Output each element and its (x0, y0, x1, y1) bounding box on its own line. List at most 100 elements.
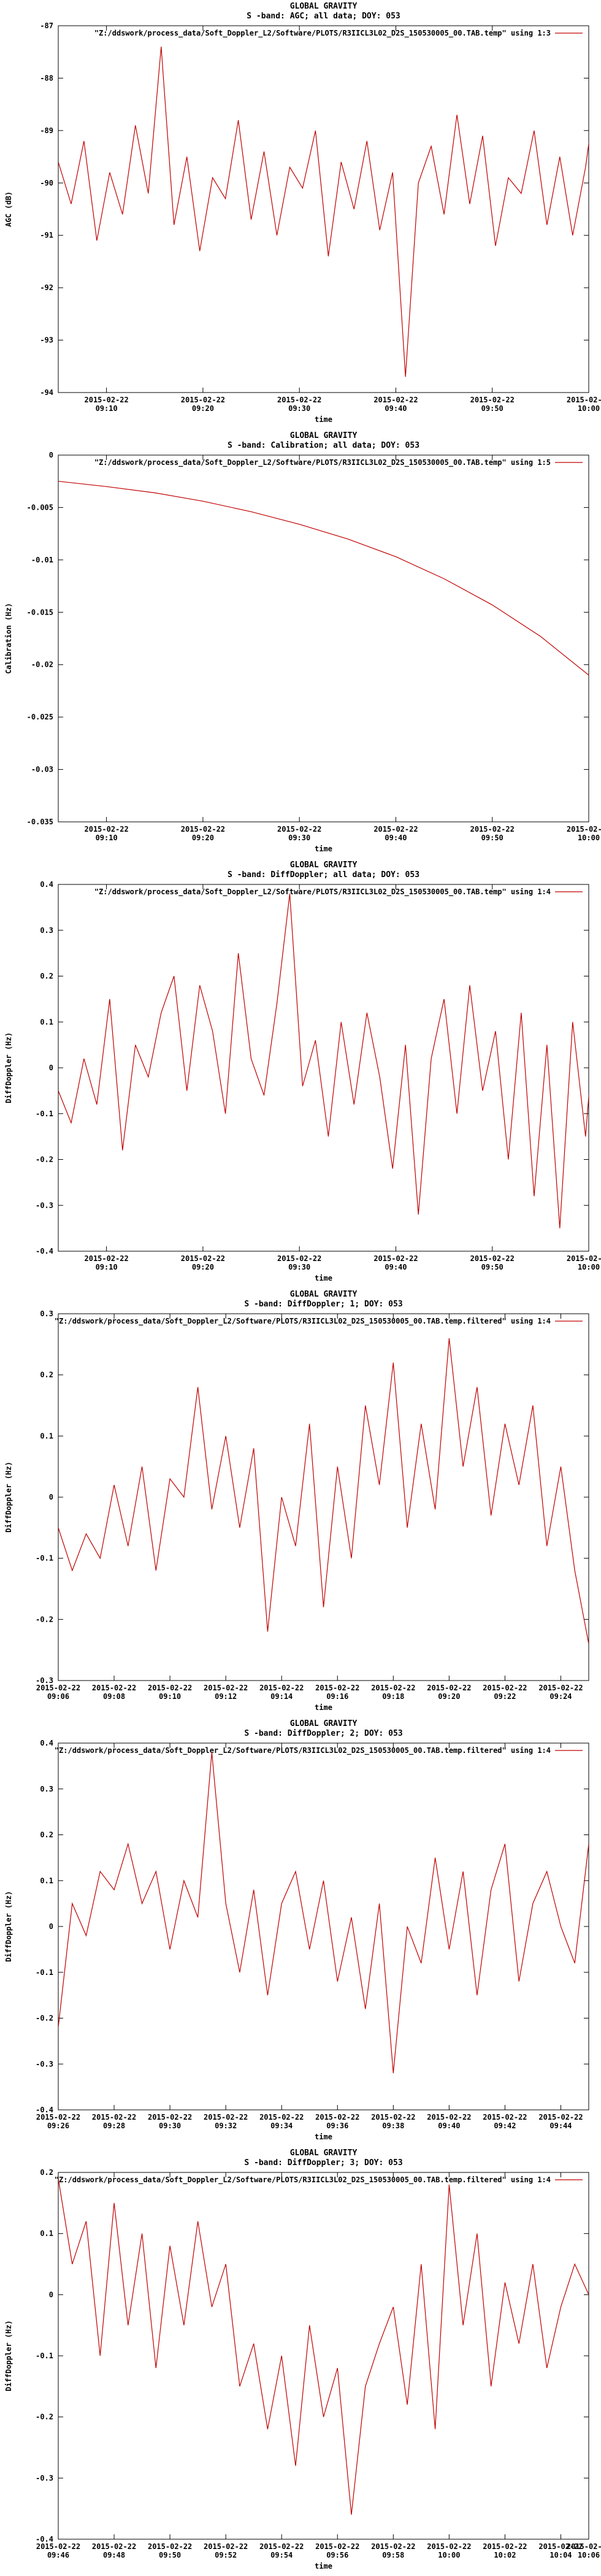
x-tick-time: 09:20 (192, 1263, 214, 1271)
y-tick-label: 0.2 (40, 972, 53, 981)
x-tick-date: 2015-02-22 (427, 2113, 471, 2122)
legend-label: "Z:/ddswork/process_data/Soft_Doppler_L2… (94, 458, 551, 467)
x-tick-date: 2015-02-22 (567, 2542, 601, 2551)
x-tick-date: 2015-02-22 (315, 2542, 359, 2551)
x-tick-date: 2015-02-22 (204, 1684, 248, 1692)
x-tick-date: 2015-02-22 (371, 2542, 415, 2551)
x-tick-time: 09:48 (103, 2551, 125, 2559)
x-tick-time: 09:44 (549, 2122, 572, 2130)
x-tick-time: 09:38 (382, 2122, 404, 2130)
x-tick-date: 2015-02-22 (567, 396, 601, 404)
x-tick-time: 09:20 (438, 1692, 460, 1701)
x-tick-time: 09:40 (438, 2122, 460, 2130)
x-tick-time: 09:50 (481, 1263, 503, 1271)
x-tick-time: 09:40 (385, 834, 407, 842)
x-tick-time: 09:32 (215, 2122, 237, 2130)
x-tick-time: 09:50 (481, 834, 503, 842)
chart-subtitle: S -band: DiffDoppler; 2; DOY: 053 (244, 1729, 402, 1738)
x-tick-date: 2015-02-22 (181, 825, 225, 834)
y-tick-label: -0.4 (36, 1247, 53, 1255)
x-tick-date: 2015-02-22 (36, 2113, 80, 2122)
chart-title: GLOBAL GRAVITY (290, 2149, 358, 2158)
x-tick-time: 09:12 (215, 1692, 237, 1701)
plot-frame (58, 1742, 589, 2110)
legend-label: "Z:/ddswork/process_data/Soft_Doppler_L2… (94, 29, 551, 38)
x-axis-label: time (315, 845, 332, 853)
x-tick-time: 09:46 (47, 2551, 69, 2559)
legend-label: "Z:/ddswork/process_data/Soft_Doppler_L2… (55, 1317, 551, 1326)
x-tick-time: 09:14 (270, 1692, 293, 1701)
y-tick-label: 0.3 (40, 926, 53, 935)
x-tick-time: 10:02 (494, 2551, 516, 2559)
y-tick-label: -0.3 (36, 2060, 53, 2068)
y-tick-label: -0.1 (36, 1968, 53, 1977)
x-tick-date: 2015-02-22 (373, 396, 418, 404)
x-tick-time: 10:00 (578, 834, 600, 842)
y-axis-label: DiffDoppler (Hz) (4, 1891, 13, 1962)
y-tick-label: 0.4 (40, 1739, 53, 1747)
x-tick-date: 2015-02-22 (148, 2113, 192, 2122)
x-tick-date: 2015-02-22 (36, 2542, 80, 2551)
x-tick-date: 2015-02-22 (85, 825, 129, 834)
x-tick-time: 09:40 (385, 404, 407, 413)
y-tick-label: 0.2 (40, 1831, 53, 1839)
y-tick-label: -0.2 (36, 1615, 53, 1623)
x-tick-time: 09:10 (96, 1263, 118, 1271)
x-tick-date: 2015-02-22 (277, 825, 321, 834)
x-tick-time: 09:18 (382, 1692, 404, 1701)
y-tick-label: 0.4 (40, 880, 53, 889)
plot-frame (58, 884, 589, 1252)
y-tick-label: 0 (49, 1922, 53, 1931)
plot-frame (58, 1313, 589, 1681)
x-tick-time: 09:10 (96, 834, 118, 842)
y-tick-label: 0 (49, 1064, 53, 1072)
y-tick-label: -0.4 (36, 2106, 53, 2114)
x-tick-time: 09:34 (270, 2122, 293, 2130)
x-tick-time: 10:00 (578, 404, 600, 413)
x-tick-date: 2015-02-22 (148, 2542, 192, 2551)
chart-title: GLOBAL GRAVITY (290, 1719, 358, 1728)
x-tick-date: 2015-02-22 (483, 1684, 527, 1692)
y-tick-label: 0.3 (40, 1309, 53, 1318)
chart-panel-4: GLOBAL GRAVITY S -band: DiffDoppler; 1; D… (0, 1288, 601, 1717)
x-tick-date: 2015-02-22 (92, 2113, 136, 2122)
x-tick-date: 2015-02-22 (373, 1254, 418, 1263)
x-tick-date: 2015-02-22 (85, 396, 129, 404)
y-tick-label: -0.01 (31, 556, 53, 564)
chart-panel-2: GLOBAL GRAVITY S -band: Calibration; all … (0, 429, 601, 859)
plot-frame (58, 25, 589, 393)
y-tick-label: -0.025 (27, 713, 53, 721)
x-tick-time: 09:26 (47, 2122, 69, 2130)
chart-subtitle: S -band: Calibration; all data; DOY: 053 (228, 441, 419, 450)
y-tick-label: -87 (40, 21, 53, 30)
y-tick-label: -0.3 (36, 1201, 53, 1209)
y-tick-label: -0.3 (36, 2474, 53, 2482)
series-line-1 (58, 481, 589, 677)
x-tick-date: 2015-02-22 (204, 2113, 248, 2122)
x-axis-label: time (315, 1274, 332, 1282)
x-tick-date: 2015-02-22 (277, 396, 321, 404)
x-tick-time: 09:30 (288, 834, 310, 842)
x-tick-date: 2015-02-22 (567, 1254, 601, 1263)
x-tick-time: 10:04 (549, 2551, 572, 2559)
y-axis-label: DiffDoppler (Hz) (4, 1032, 13, 1103)
y-tick-label: -90 (40, 178, 53, 187)
y-tick-label: -0.1 (36, 1110, 53, 1118)
x-tick-time: 09:08 (103, 1692, 125, 1701)
y-tick-label: -0.02 (31, 661, 53, 669)
x-tick-date: 2015-02-22 (259, 1684, 304, 1692)
x-tick-time: 09:40 (385, 1263, 407, 1271)
x-tick-date: 2015-02-22 (371, 1684, 415, 1692)
y-tick-label: 0.1 (40, 1432, 53, 1440)
y-tick-label: -0.015 (27, 608, 53, 616)
y-tick-label: 0.2 (40, 2168, 53, 2177)
legend-label: "Z:/ddswork/process_data/Soft_Doppler_L2… (94, 887, 551, 897)
x-tick-time: 09:30 (159, 2122, 181, 2130)
x-axis-label: time (315, 2133, 332, 2141)
x-tick-time: 09:20 (192, 834, 214, 842)
x-tick-time: 09:28 (103, 2122, 125, 2130)
